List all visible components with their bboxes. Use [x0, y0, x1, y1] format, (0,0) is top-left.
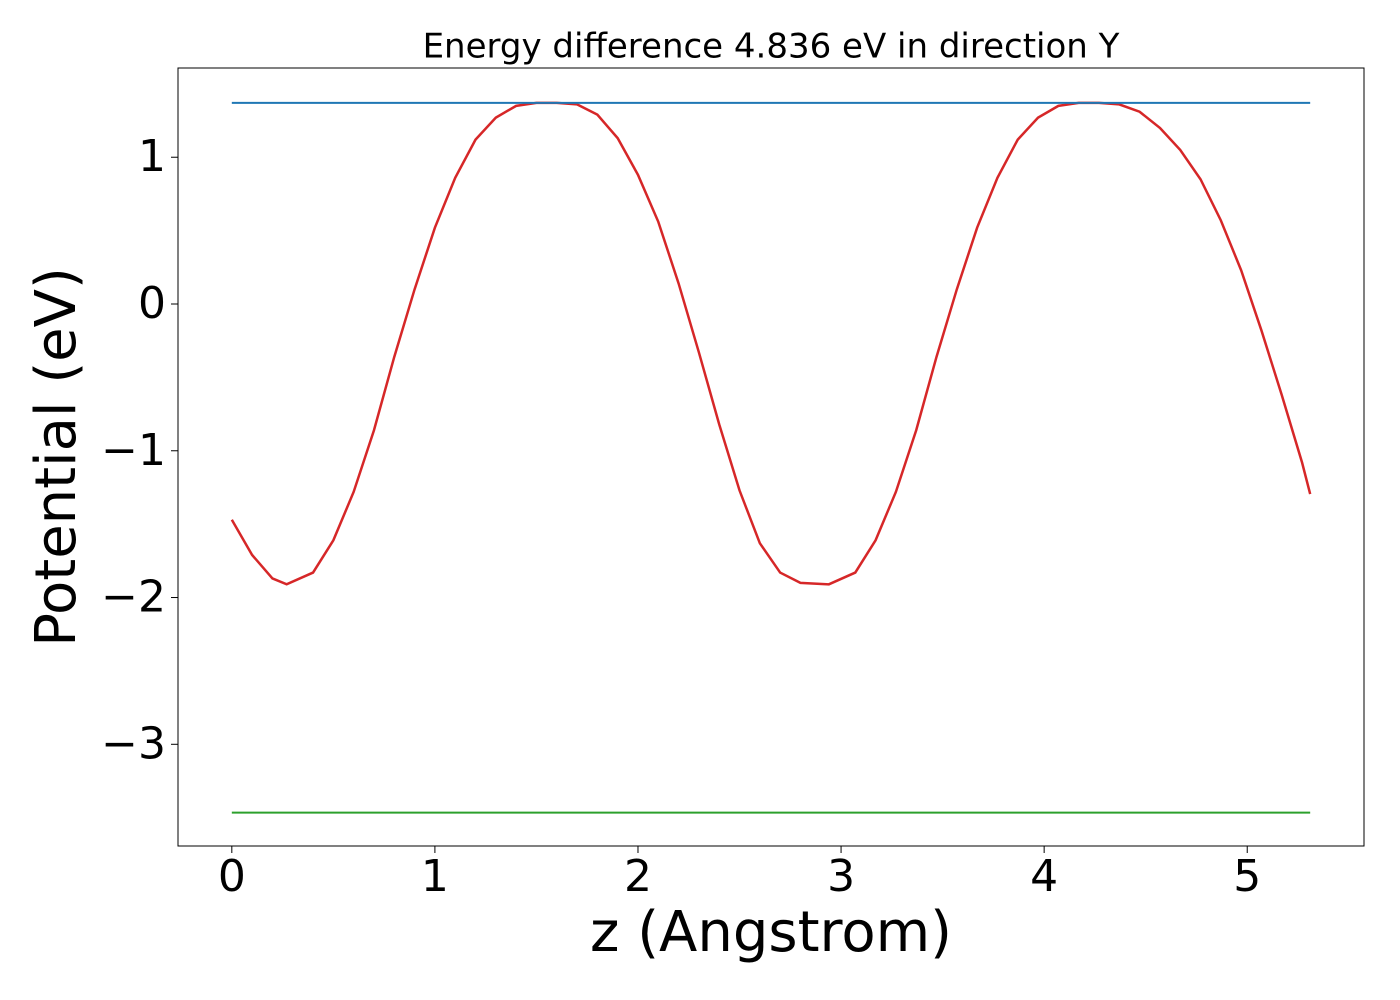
x-tick-label: 0 — [218, 851, 246, 902]
x-tick-label: 3 — [827, 851, 855, 902]
chart-title: Energy difference 4.836 eV in direction … — [423, 27, 1120, 67]
x-axis-label: z (Angstrom) — [590, 900, 952, 965]
y-tick-label: −2 — [101, 572, 166, 623]
y-tick-label: −3 — [101, 718, 166, 769]
x-tick-label: 4 — [1030, 851, 1058, 902]
x-tick-label: 1 — [421, 851, 449, 902]
y-tick-label: −1 — [101, 425, 166, 476]
y-axis-label: Potential (eV) — [24, 267, 89, 647]
x-tick-label: 5 — [1233, 851, 1261, 902]
line-series — [230, 101, 1312, 586]
x-tick-label: 2 — [624, 851, 652, 902]
y-tick-label: 1 — [138, 131, 166, 182]
plot-frame — [177, 67, 1365, 847]
y-tick-label: 0 — [138, 278, 166, 329]
